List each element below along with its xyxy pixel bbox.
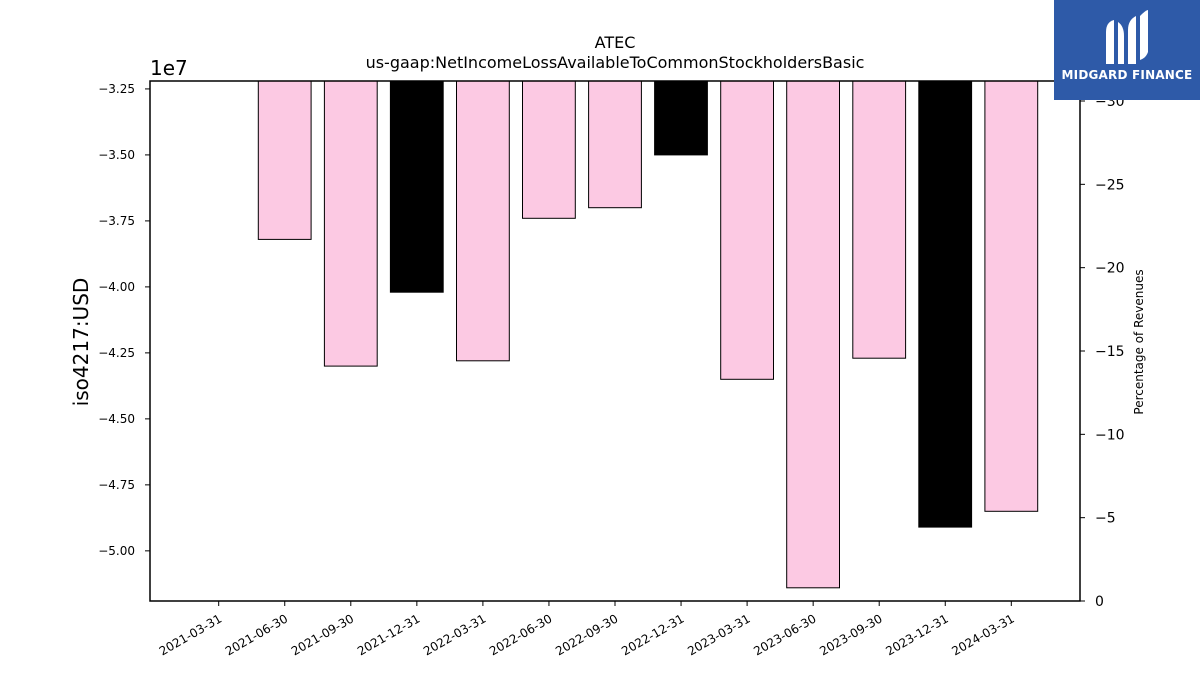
y-tick-label: −4.00 (98, 280, 135, 294)
y2-tick-label: 0 (1095, 594, 1104, 610)
y-tick-label: −4.50 (98, 412, 135, 426)
y2-tick-label: −5 (1095, 511, 1116, 527)
y-tick-label: −3.75 (98, 214, 135, 228)
plot-frame (149, 80, 1081, 602)
bar-2024-03-31 (984, 80, 1039, 512)
y2-tick-label: −15 (1095, 344, 1125, 360)
x-tick-label: 2021-09-30 (289, 611, 356, 658)
x-tick-label: 2021-12-31 (355, 611, 422, 658)
x-tick-label: 2021-06-30 (223, 611, 290, 658)
brand-logo-text: MIDGARD FINANCE (1061, 68, 1193, 82)
chart-title: ATEC (595, 33, 636, 52)
y-tick-label: −3.25 (98, 82, 135, 96)
y2-tick-label: −20 (1095, 261, 1125, 277)
bar-2022-09-30 (588, 80, 642, 209)
bar-2021-06-30 (257, 80, 312, 240)
bar-2021-12-31 (389, 80, 444, 293)
y-tick-label: −5.00 (98, 544, 135, 558)
bar-2023-03-31 (720, 80, 775, 380)
bar-2022-06-30 (522, 80, 576, 219)
chart-subtitle: us-gaap:NetIncomeLossAvailableToCommonSt… (366, 53, 865, 72)
x-tick-label: 2024-03-31 (949, 611, 1016, 658)
y2-tick-label: −10 (1095, 427, 1125, 443)
bars-group (257, 80, 1039, 589)
bar-2023-06-30 (786, 80, 841, 589)
y-tick-label: −4.25 (98, 346, 135, 360)
bar-2022-03-31 (456, 80, 510, 362)
x-tick-label: 2022-09-30 (553, 611, 620, 658)
y-axis-exponent: 1e7 (150, 56, 188, 80)
y2-axis-label: Percentage of Revenues (1132, 269, 1146, 414)
bar-2022-12-31 (654, 80, 708, 156)
x-tick-label: 2022-06-30 (487, 611, 554, 658)
x-tick-label: 2022-12-31 (619, 611, 686, 658)
bar-2023-09-30 (852, 80, 907, 359)
bar-2023-12-31 (918, 80, 973, 528)
y-axis-label: iso4217:USD (69, 278, 93, 407)
midgard-m-logo-icon (1106, 10, 1148, 64)
bar-2021-09-30 (323, 80, 378, 367)
x-tick-label: 2022-03-31 (421, 611, 488, 658)
x-tick-label: 2023-06-30 (751, 611, 818, 658)
y-tick-label: −4.75 (98, 478, 135, 492)
x-tick-label: 2021-03-31 (157, 611, 224, 658)
x-tick-label: 2023-03-31 (685, 611, 752, 658)
y-tick-label: −3.50 (98, 148, 135, 162)
x-tick-label: 2023-09-30 (817, 611, 884, 658)
y2-tick-label: −25 (1095, 177, 1125, 193)
brand-logo: MIDGARD FINANCE (1054, 0, 1200, 100)
x-tick-label: 2023-12-31 (883, 611, 950, 658)
